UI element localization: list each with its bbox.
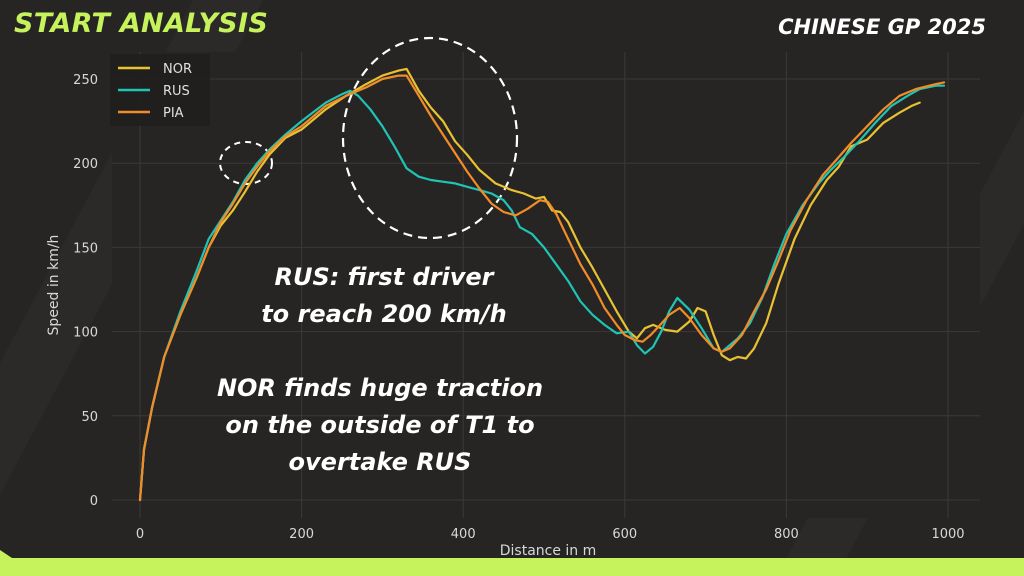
x-tick-label: 200: [289, 527, 314, 542]
y-tick-label: 0: [90, 494, 98, 509]
legend-label-pia: PIA: [163, 106, 184, 121]
bottom-bar-notch: [0, 550, 12, 558]
x-axis-label: Distance in m: [500, 543, 597, 559]
annotation-line-5: overtake RUS: [289, 448, 472, 476]
series-line-nor: [138, 67, 921, 502]
x-tick-label: 800: [774, 527, 799, 542]
legend-label-nor: NOR: [163, 62, 192, 77]
x-tick-label: 400: [451, 527, 476, 542]
y-axis-label: Speed in km/h: [46, 235, 62, 336]
x-tick-label: 600: [612, 527, 637, 542]
y-tick-label: 50: [81, 410, 98, 425]
event-title: CHINESE GP 2025: [778, 15, 986, 39]
y-tick-label: 200: [73, 157, 98, 172]
annotation-line-3: NOR finds huge traction: [217, 374, 543, 402]
y-tick-label: 250: [73, 73, 98, 88]
legend-label-rus: RUS: [163, 84, 190, 99]
bottom-accent-bar: [0, 558, 1024, 576]
page-title: START ANALYSIS: [14, 8, 269, 39]
highlight-circle-small: [219, 141, 273, 185]
annotation-line-4: on the outside of T1 to: [225, 411, 534, 439]
highlight-circle-large: [341, 36, 519, 240]
series-line-pia: [138, 74, 946, 502]
annotation-line-1: RUS: first driver: [274, 263, 495, 291]
plot-area: [112, 52, 980, 518]
y-tick-label: 150: [73, 241, 98, 256]
y-tick-label: 100: [73, 326, 98, 341]
series-line-rus: [138, 84, 946, 502]
x-tick-label: 0: [136, 527, 144, 542]
annotation-line-2: to reach 200 km/h: [261, 300, 507, 328]
x-tick-label: 1000: [931, 527, 964, 542]
